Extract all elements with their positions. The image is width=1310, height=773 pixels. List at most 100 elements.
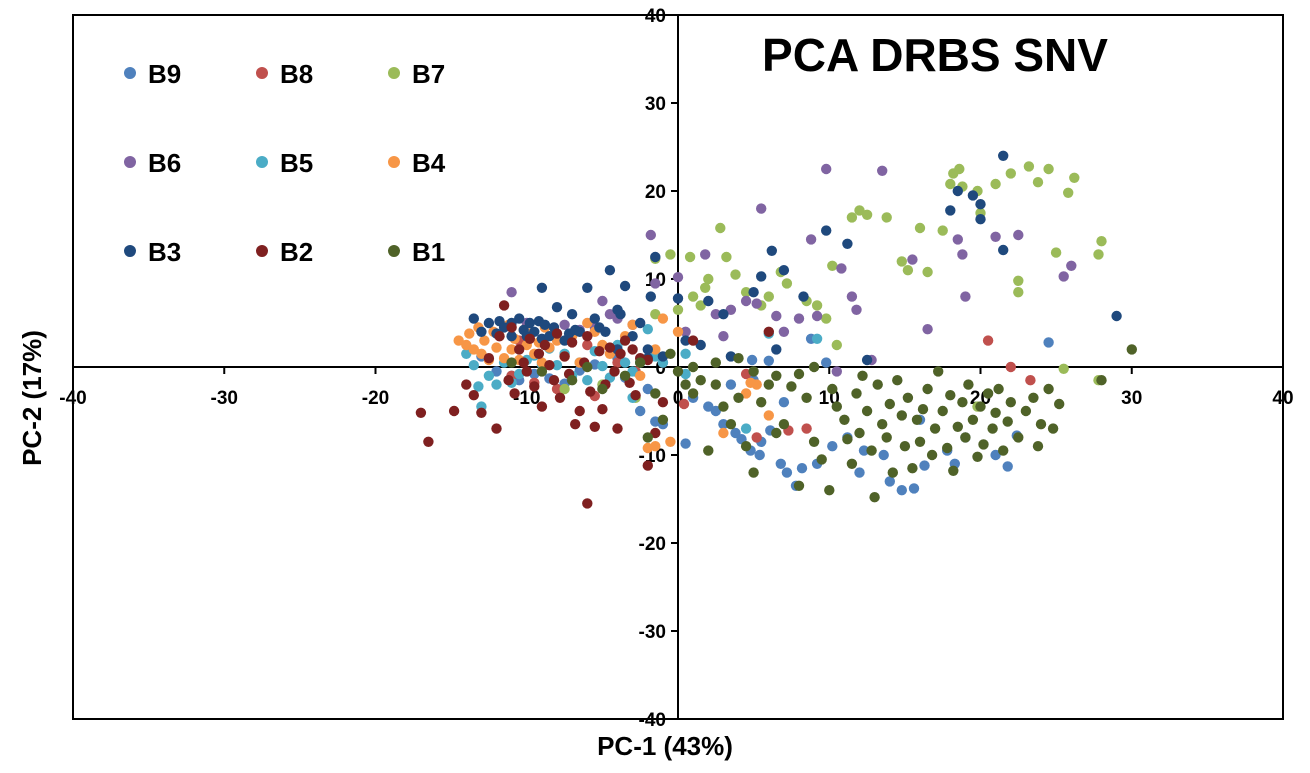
data-point [1025, 375, 1036, 386]
data-point [582, 317, 593, 329]
data-point [877, 419, 888, 430]
data-point [574, 326, 585, 337]
data-point [539, 319, 551, 330]
data-point [846, 291, 858, 302]
data-point [582, 339, 593, 351]
data-point [733, 353, 744, 364]
data-point [740, 295, 752, 307]
data-point [715, 222, 726, 234]
data-point [645, 229, 656, 241]
data-point [766, 245, 777, 256]
data-point [798, 291, 809, 302]
data-point [468, 313, 479, 324]
data-point [751, 298, 762, 309]
data-point [831, 401, 842, 412]
data-point [468, 344, 479, 355]
data-point [589, 421, 600, 432]
data-point [748, 366, 759, 377]
data-point [919, 460, 930, 471]
x-tick-label: 0 [673, 388, 684, 409]
data-point [778, 397, 790, 408]
data-point [740, 423, 752, 434]
data-point [914, 222, 926, 234]
y-tick-label: -20 [639, 534, 666, 555]
data-point [945, 205, 956, 216]
data-point [754, 449, 765, 461]
data-point [1013, 432, 1024, 443]
data-point [763, 410, 774, 421]
data-point [506, 287, 517, 298]
data-point [861, 354, 873, 366]
legend-item-b4: B4 [388, 148, 446, 178]
x-tick-label: -40 [59, 388, 86, 409]
data-point [967, 414, 979, 425]
data-point [468, 360, 479, 371]
data-point [831, 366, 842, 377]
data-point [1013, 275, 1024, 286]
data-point [998, 244, 1009, 256]
data-point [703, 401, 714, 412]
data-point [960, 291, 971, 302]
data-point [506, 322, 517, 333]
data-point [896, 256, 907, 267]
series-b1 [506, 344, 1138, 503]
chart-title: PCA DRBS SNV [762, 29, 1108, 81]
data-point [1069, 172, 1080, 183]
data-point [887, 467, 898, 478]
legend-marker [256, 245, 268, 257]
data-point [718, 401, 729, 412]
data-point [851, 304, 862, 315]
data-point [1020, 405, 1032, 417]
data-point [952, 185, 963, 197]
data-point [778, 326, 790, 337]
data-point [635, 317, 646, 329]
data-point [604, 309, 616, 320]
data-point [842, 434, 853, 445]
data-point [929, 423, 941, 434]
data-point [509, 388, 520, 399]
legend-marker [124, 67, 136, 79]
data-point [1028, 392, 1039, 403]
data-point [922, 383, 933, 395]
data-point [858, 445, 870, 456]
data-point [672, 366, 684, 377]
legend-item-b9: B9 [124, 59, 181, 89]
data-point [498, 300, 510, 311]
legend-marker [388, 156, 400, 168]
data-point [842, 238, 853, 249]
data-point [827, 441, 838, 452]
data-point [678, 398, 690, 410]
data-point [650, 427, 661, 439]
data-point [839, 414, 850, 425]
data-point [808, 436, 820, 447]
data-point [612, 357, 623, 368]
data-point [993, 383, 1004, 395]
data-point [857, 370, 868, 381]
data-point [710, 357, 721, 368]
legend-marker [124, 245, 136, 257]
data-point [551, 360, 563, 371]
data-point [869, 492, 880, 503]
data-point [657, 414, 669, 425]
data-point [763, 291, 774, 302]
data-point [491, 342, 502, 353]
data-point [982, 388, 994, 399]
data-point [554, 392, 566, 403]
data-point [877, 165, 888, 176]
data-point [665, 348, 676, 359]
data-point [539, 339, 551, 351]
data-point [650, 309, 661, 320]
x-tick-label: 30 [1121, 388, 1142, 409]
data-point [672, 304, 684, 315]
legend-item-b6: B6 [124, 148, 181, 178]
data-point [619, 280, 631, 292]
data-point [597, 383, 608, 395]
series-b2 [415, 300, 774, 509]
data-point [846, 212, 858, 223]
data-point [878, 449, 889, 461]
data-point [551, 302, 563, 313]
data-point [559, 319, 570, 330]
x-tick-label: -30 [211, 388, 238, 409]
data-point [861, 405, 873, 417]
data-point [1054, 398, 1065, 410]
